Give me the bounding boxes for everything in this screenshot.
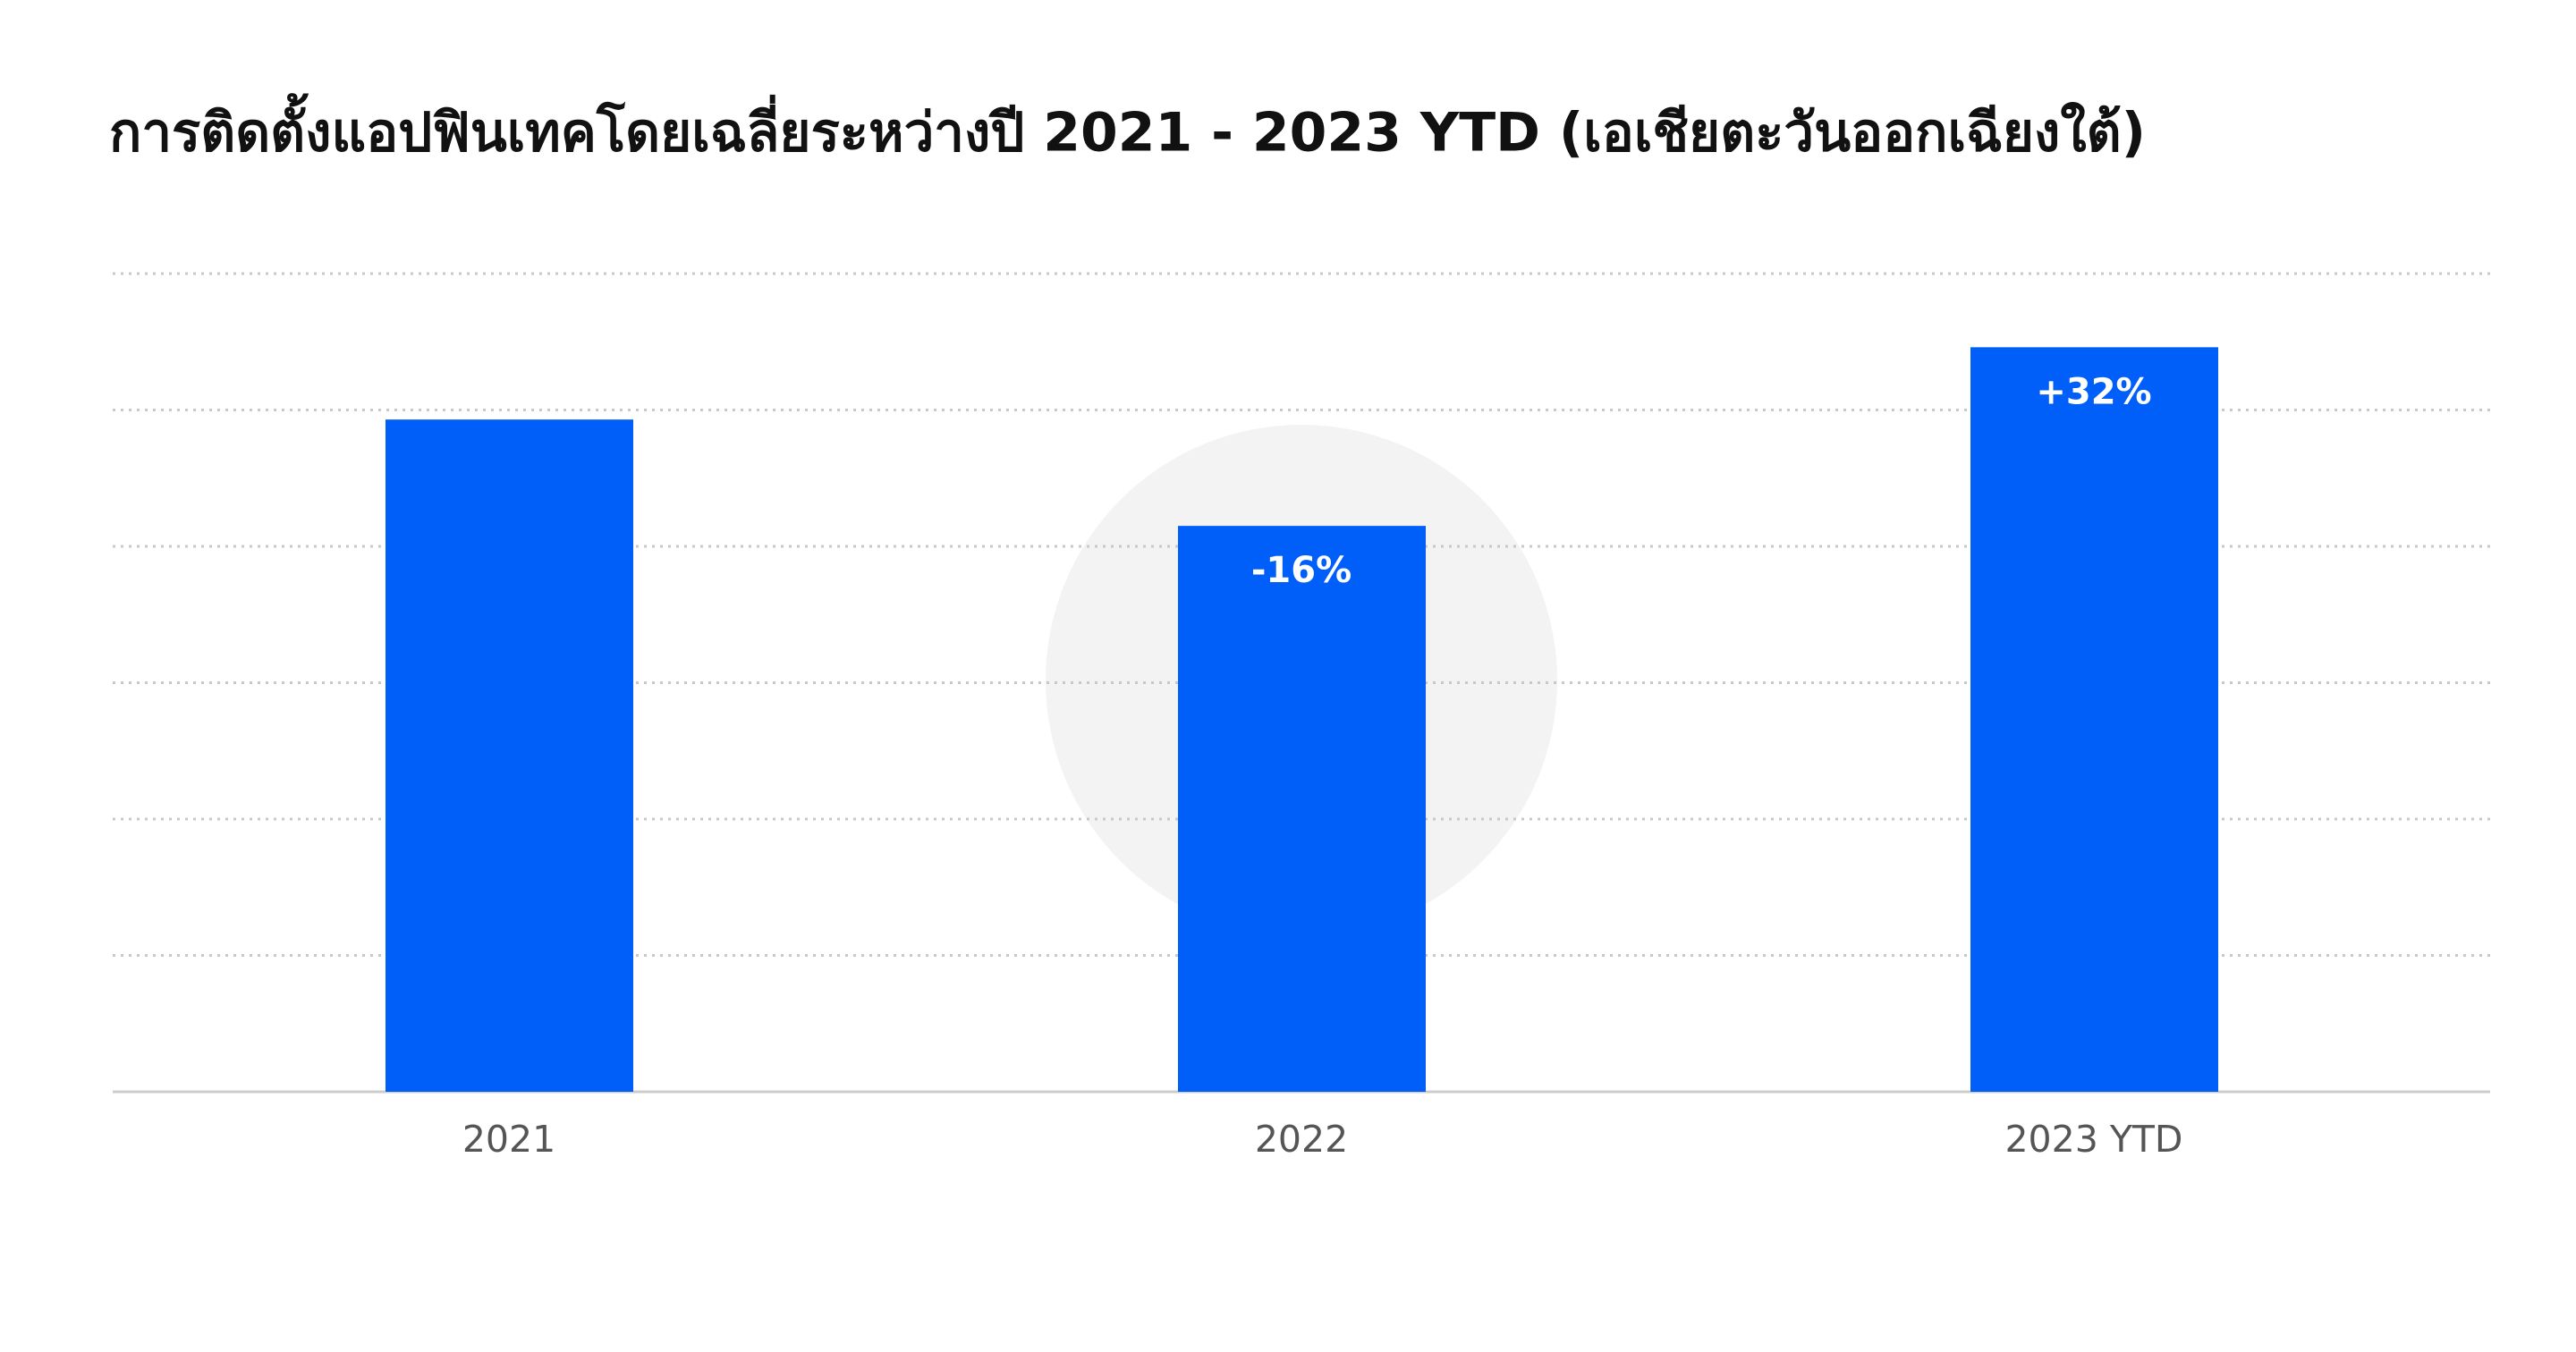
x-tick-label: 2021 [462, 1118, 555, 1161]
x-tick-label: 2022 [1255, 1118, 1348, 1161]
bar [386, 419, 633, 1092]
x-tick-label: 2023 YTD [2004, 1118, 2182, 1161]
bar [1178, 526, 1426, 1092]
chart-title: การติดตั้งแอปฟินเทคโดยเฉลี่ยระหว่างปี 20… [109, 93, 2146, 165]
bar [1970, 347, 2218, 1093]
bar-label: -16% [1251, 550, 1352, 591]
bar-label: +32% [2036, 371, 2151, 412]
